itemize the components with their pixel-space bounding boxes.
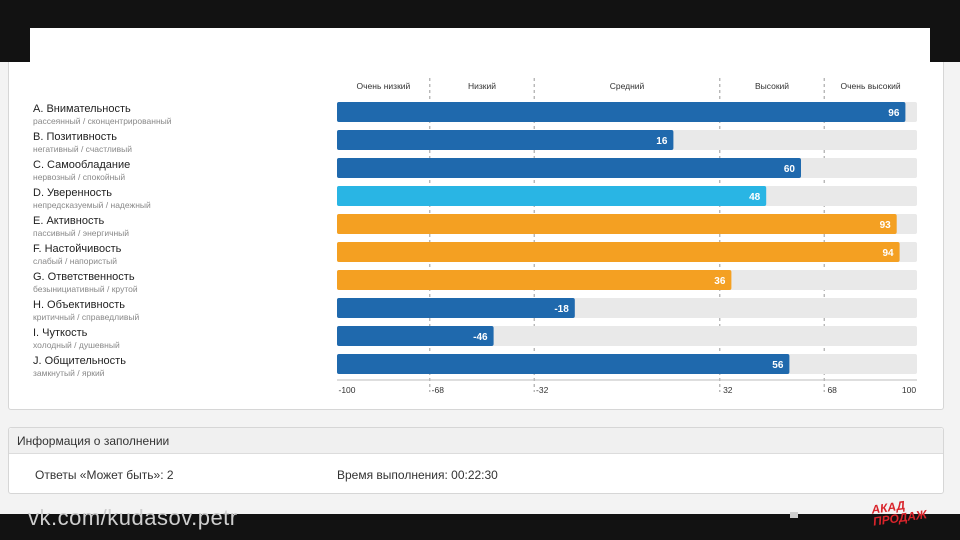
top-strip	[30, 28, 930, 62]
bar-value-label-1: 16	[656, 136, 668, 147]
row-title-7: H. Объективность	[33, 299, 125, 311]
duration-text: Время выполнения: 00:22:30	[337, 468, 498, 482]
band-label-2: Средний	[609, 81, 645, 91]
bar-value-label-9: 56	[772, 360, 784, 371]
bar-value-label-0: 96	[888, 108, 900, 119]
row-title-3: D. Уверенность	[33, 187, 113, 199]
footer-mark-icon	[790, 512, 798, 518]
row-subtitle-6: безынициативный / крутой	[33, 284, 138, 294]
bar-5	[337, 242, 900, 262]
band-label-3: Высокий	[754, 81, 790, 91]
bar-4	[337, 214, 897, 234]
bar-value-label-5: 94	[882, 248, 894, 259]
bar-7	[337, 298, 575, 318]
info-card: Информация о заполнении Ответы «Может бы…	[8, 427, 944, 494]
footer-vk-link[interactable]: vk.com/kudasov.petr	[28, 505, 238, 530]
bar-6	[337, 270, 732, 290]
row-title-9: J. Общительность	[33, 355, 126, 367]
bar-value-label-4: 93	[880, 220, 892, 231]
row-subtitle-5: слабый / напористый	[33, 256, 117, 266]
bar-value-label-3: 48	[749, 192, 761, 203]
tick-label-0: -100	[338, 385, 356, 395]
row-subtitle-3: непредсказуемый / надежный	[33, 200, 151, 210]
bar-2	[337, 158, 801, 178]
tick-label-1: -68	[431, 385, 444, 395]
row-subtitle-8: холодный / душевный	[33, 340, 120, 350]
band-label-1: Низкий	[468, 81, 496, 91]
bar-0	[337, 102, 906, 122]
tick-label-5: 100	[901, 385, 917, 395]
row-subtitle-9: замкнутый / яркий	[33, 368, 105, 378]
row-title-0: A. Внимательность	[33, 103, 131, 115]
bar-1	[337, 130, 674, 150]
answers-text: Ответы «Может быть»: 2	[35, 468, 174, 482]
tick-label-4: 68	[827, 385, 837, 395]
bar-9	[337, 354, 790, 374]
tick-label-3: 32	[723, 385, 733, 395]
tick-label-2: -32	[536, 385, 549, 395]
info-header: Информация о заполнении	[9, 428, 943, 454]
band-label-4: Очень высокий	[840, 81, 901, 91]
row-subtitle-4: пассивный / энергичный	[33, 228, 130, 238]
row-title-2: C. Самообладание	[33, 159, 131, 171]
row-subtitle-1: негативный / счастливый	[33, 144, 133, 154]
row-title-1: B. Позитивность	[33, 131, 118, 143]
row-title-4: E. Активность	[33, 215, 105, 227]
bar-value-label-2: 60	[784, 164, 796, 175]
row-subtitle-0: рассеянный / сконцентрированный	[33, 116, 172, 126]
bar-value-label-7: -18	[554, 304, 569, 315]
band-label-0: Очень низкий	[356, 81, 411, 91]
bar-8	[337, 326, 494, 346]
row-title-6: G. Ответственность	[33, 271, 135, 283]
bar-value-label-8: -46	[473, 332, 488, 343]
row-subtitle-7: критичный / справедливый	[33, 312, 140, 322]
row-subtitle-2: нервозный / спокойный	[33, 172, 126, 182]
bar-value-label-6: 36	[714, 276, 726, 287]
row-title-8: I. Чуткость	[33, 327, 88, 339]
row-title-5: F. Настойчивость	[33, 243, 122, 255]
bar-3	[337, 186, 767, 206]
